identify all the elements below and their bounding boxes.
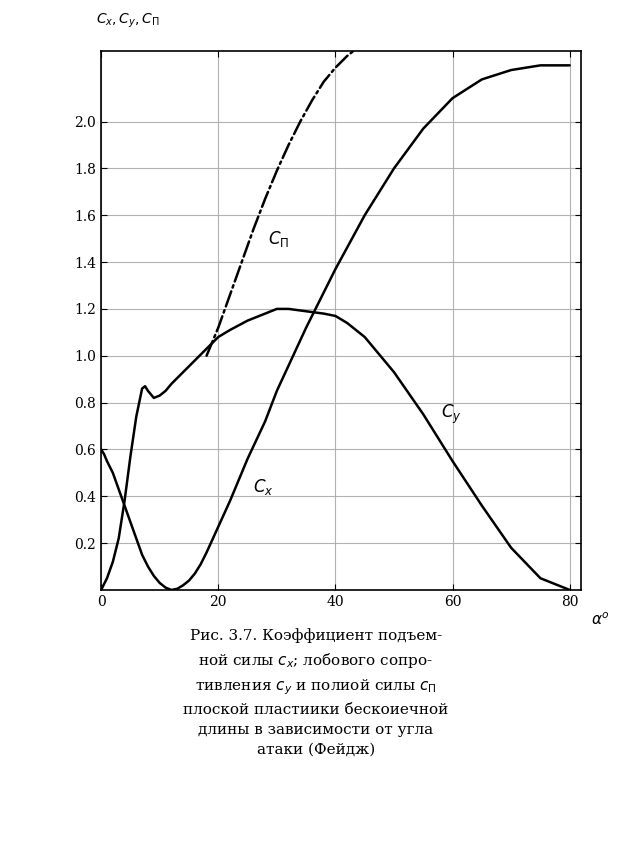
Text: Рис. 3.7. Коэффициент подъем-
ной силы $c_x$; лобового сопро-
тивления $c_y$ и п: Рис. 3.7. Коэффициент подъем- ной силы $…: [183, 628, 449, 757]
Text: $C_\Pi$: $C_\Pi$: [268, 228, 289, 249]
Text: $C_x$: $C_x$: [253, 477, 274, 497]
Text: $C_y$: $C_y$: [441, 403, 461, 426]
Text: $C_x, C_y, C_\Pi$: $C_x, C_y, C_\Pi$: [96, 11, 161, 30]
Text: $\alpha^o$: $\alpha^o$: [591, 611, 610, 628]
